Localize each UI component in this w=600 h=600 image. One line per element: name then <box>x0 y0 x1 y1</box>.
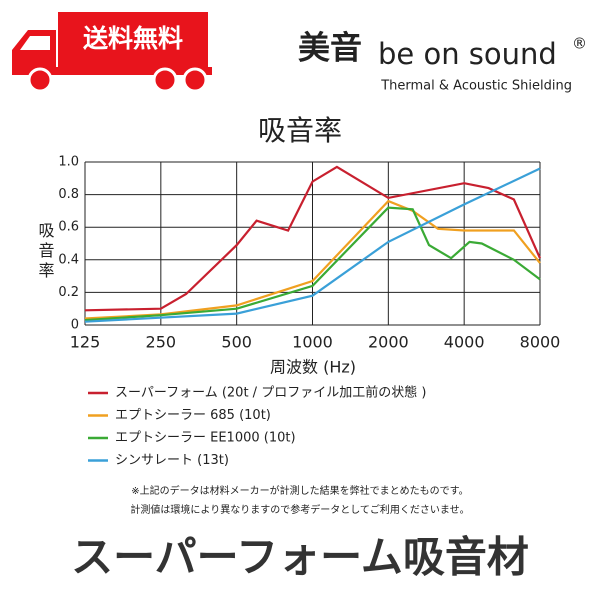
logo-text: be on sound <box>378 37 557 71</box>
truck-body <box>58 12 208 67</box>
y-tick-label: 0.2 <box>58 285 79 300</box>
series-line <box>84 206 541 322</box>
note: ※上記のデータは材料メーカーが計測した結果を弊社でまとめたものです。 <box>131 484 468 497</box>
y-tick-label: 0.6 <box>58 220 79 235</box>
series-line <box>84 165 542 312</box>
x-axis-label: 周波数 (Hz) <box>270 358 356 377</box>
legend-label: スーパーフォーム (20t / プロファイル加工前の状態 ) <box>115 385 426 401</box>
series-line <box>84 199 541 320</box>
y-axis-label: 吸音率 <box>36 222 55 282</box>
legend-label: エプトシーラー EE1000 (10t) <box>115 431 296 446</box>
series-line <box>84 167 541 323</box>
x-tick-label: 1000 <box>292 333 333 352</box>
x-tick-label: 8000 <box>520 333 561 352</box>
truck-window <box>20 36 50 50</box>
logo-kanji: 美音 <box>298 29 362 67</box>
x-tick-label: 2000 <box>368 333 409 352</box>
wheel <box>27 67 53 93</box>
y-tick-label: 0.4 <box>58 252 79 267</box>
x-tick-label: 4000 <box>444 333 485 352</box>
note: 計測値は環境により異なりますので参考データとしてご利用くださいませ。 <box>130 503 469 516</box>
y-tick-label: 1.0 <box>58 155 79 170</box>
badge-text: 送料無料 <box>83 24 183 53</box>
footer-title: スーパーフォーム吸音材 <box>71 533 529 582</box>
chart-title: 吸音率 <box>258 114 342 147</box>
truck-badge: 送料無料 <box>12 12 212 93</box>
legend-label: シンサレート (13t) <box>115 453 229 468</box>
x-tick-label: 500 <box>221 333 252 352</box>
y-tick-label: 0 <box>71 318 79 333</box>
y-tick-label: 0.8 <box>58 187 79 202</box>
logo-registered: ® <box>572 35 587 53</box>
wheel <box>152 67 178 93</box>
truck-base <box>12 67 212 75</box>
wheel <box>182 67 208 93</box>
legend-label: エプトシーラー 685 (10t) <box>115 408 271 423</box>
logo-tagline: Thermal & Acoustic Shielding <box>380 79 572 94</box>
x-tick-label: 250 <box>146 333 177 352</box>
x-tick-label: 125 <box>70 333 101 352</box>
